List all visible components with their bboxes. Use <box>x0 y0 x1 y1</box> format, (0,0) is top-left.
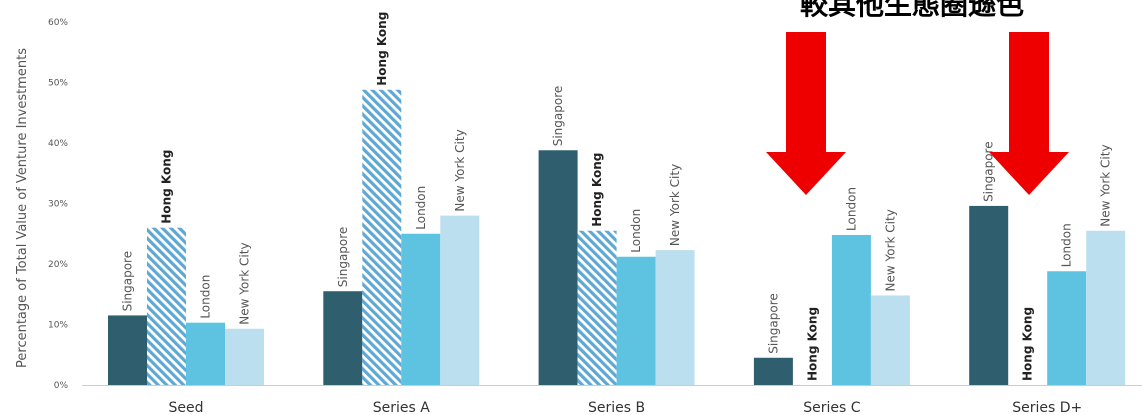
bar-label-hong-kong: Hong Kong <box>805 307 819 381</box>
y-tick-label: 10% <box>48 321 68 331</box>
bar-label-london: London <box>414 186 428 230</box>
category-label: Series B <box>588 400 645 415</box>
down-arrow-icon <box>989 32 1069 195</box>
bar-label-new-york-city: New York City <box>1099 144 1113 226</box>
y-tick-label: 30% <box>48 200 68 210</box>
bar-london <box>401 233 441 385</box>
bar-london <box>616 256 656 385</box>
category-label: Series A <box>373 400 431 415</box>
category-label: Seed <box>169 400 204 415</box>
bar-singapore <box>538 150 578 385</box>
bar-singapore <box>108 315 147 385</box>
y-tick-label: 60% <box>48 18 68 28</box>
y-axis: 0% 10% 20% 30% 40% 50% 60% <box>48 18 68 391</box>
bar-label-singapore: Singapore <box>121 251 135 312</box>
bar-label-hong-kong: Hong Kong <box>590 153 604 227</box>
bar-label-hong-kong: Hong Kong <box>160 150 174 224</box>
bar-singapore <box>753 357 793 385</box>
y-tick-label: 40% <box>48 139 68 149</box>
bar-hong-kong <box>362 89 402 385</box>
bar-singapore <box>969 205 1009 385</box>
bar-label-london: London <box>1060 223 1074 267</box>
bar-hong-kong <box>577 230 617 385</box>
bar-label-london: London <box>199 275 213 319</box>
bar-label-new-york-city: New York City <box>453 129 467 211</box>
category-labels: Seed Series A Series B Series C Series D+ <box>169 400 1083 415</box>
down-arrow-icon <box>766 32 846 195</box>
bar-label-singapore: Singapore <box>336 227 350 288</box>
bar-new-york-city <box>655 250 695 385</box>
y-axis-label: Percentage of Total Value of Venture Inv… <box>15 48 30 368</box>
bar-label-new-york-city: New York City <box>668 164 682 246</box>
bar-label-hong-kong: Hong Kong <box>1021 307 1035 381</box>
y-tick-label: 50% <box>48 79 68 89</box>
bar-label-new-york-city: New York City <box>238 242 252 324</box>
bar-label-new-york-city: New York City <box>883 209 897 291</box>
y-tick-label: 0% <box>54 381 69 391</box>
y-tick-label: 20% <box>48 260 68 270</box>
category-label: Series D+ <box>1012 400 1082 415</box>
annotation-text: 較其他生態圈遜色 <box>800 0 1024 21</box>
bar-label-hong-kong: Hong Kong <box>375 12 389 86</box>
bar-group: Singapore Hong Kong London New York City Sin… <box>82 12 1142 386</box>
bar-london <box>1047 271 1087 385</box>
bar-label-singapore: Singapore <box>982 141 996 202</box>
bar-new-york-city <box>870 295 910 385</box>
bar-new-york-city <box>225 328 264 385</box>
bar-london <box>831 234 871 385</box>
bar-singapore <box>323 291 363 385</box>
bar-label-singapore: Singapore <box>551 86 565 147</box>
bar-label-london: London <box>844 187 858 231</box>
bar-label-london: London <box>629 209 643 253</box>
bar-label-singapore: Singapore <box>766 293 780 354</box>
bar-new-york-city <box>440 215 480 385</box>
category-label: Series C <box>803 400 861 415</box>
bar-new-york-city <box>1086 230 1126 385</box>
bar-hong-kong <box>147 227 186 385</box>
annotation: 較其他生態圈遜色 <box>766 0 1069 195</box>
bar-london <box>186 322 225 385</box>
